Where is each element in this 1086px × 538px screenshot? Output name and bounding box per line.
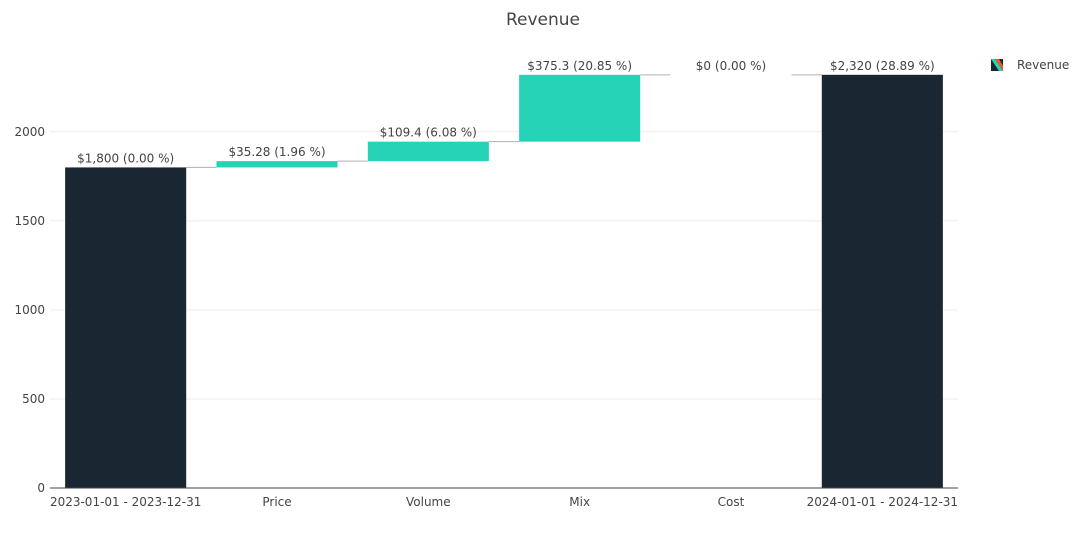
bar: [65, 167, 187, 488]
data-label: $375.3 (20.85 %): [527, 59, 632, 73]
y-tick-label: 1500: [14, 214, 45, 228]
y-tick-label: 500: [22, 392, 45, 406]
x-tick-label: 2024-01-01 - 2024-12-31: [807, 495, 958, 509]
bar: [216, 161, 338, 168]
x-axis-ticks: 2023-01-01 - 2023-12-31 Price Volume Mix Cos…: [50, 495, 958, 509]
x-tick-label: Price: [262, 495, 291, 509]
connectors: [186, 74, 822, 168]
legend[interactable]: Revenue: [991, 58, 1069, 72]
data-label: $109.4 (6.08 %): [380, 126, 477, 140]
y-tick-label: 1000: [14, 303, 45, 317]
data-label: $0 (0.00 %): [696, 59, 766, 73]
data-label: $35.28 (1.96 %): [228, 145, 325, 159]
grid-lines: [50, 131, 958, 400]
bar: [519, 74, 641, 142]
legend-swatch-icon: [991, 59, 1003, 71]
chart-title: Revenue: [506, 10, 580, 30]
bar: [821, 74, 943, 488]
data-labels: $1,800 (0.00 %) $35.28 (1.96 %) $109.4 (6.…: [77, 59, 935, 166]
x-tick-label: Cost: [718, 495, 745, 509]
legend-label: Revenue: [1017, 58, 1069, 72]
x-tick-label: Volume: [406, 495, 451, 509]
x-tick-label: Mix: [569, 495, 590, 509]
bar: [367, 141, 489, 162]
y-tick-label: 2000: [14, 125, 45, 139]
y-axis-ticks: 0 500 1000 1500 2000: [14, 125, 45, 495]
y-tick-label: 0: [37, 481, 45, 495]
data-label: $2,320 (28.89 %): [830, 59, 935, 73]
bars: [65, 74, 943, 488]
x-tick-label: 2023-01-01 - 2023-12-31: [50, 495, 201, 509]
data-label: $1,800 (0.00 %): [77, 151, 174, 165]
